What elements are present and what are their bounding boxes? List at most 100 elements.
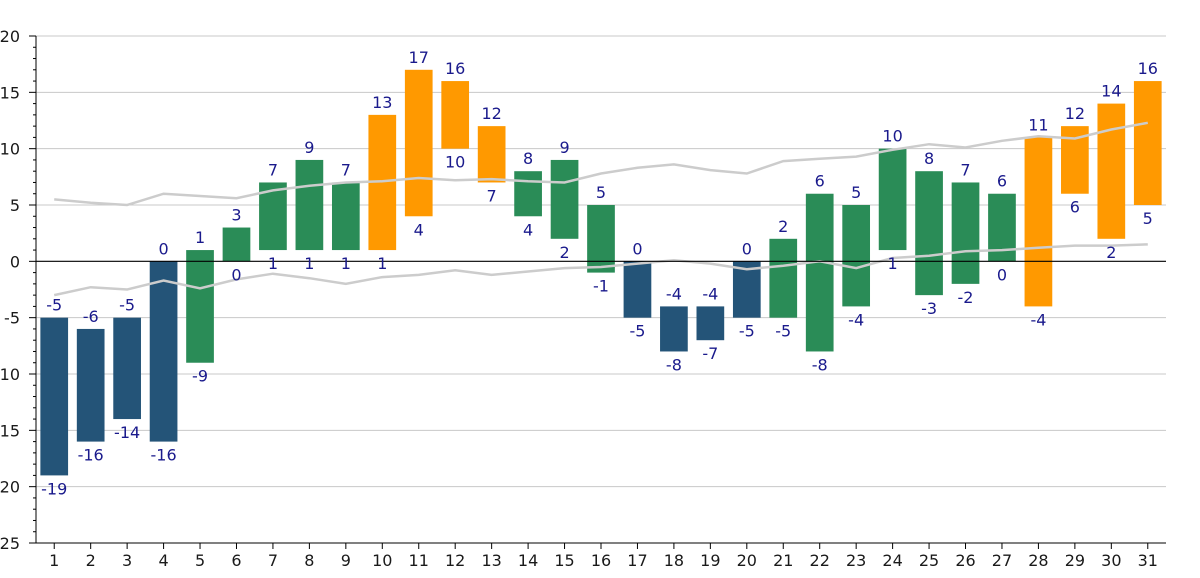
low-label: 7: [487, 186, 497, 205]
low-label: -16: [78, 446, 104, 465]
bar-3: [113, 317, 141, 420]
x-tick-label: 1: [49, 551, 59, 570]
low-label: 4: [414, 220, 424, 239]
bar-28: [1024, 137, 1053, 307]
low-label: 2: [1106, 243, 1116, 262]
high-label: 2: [778, 217, 788, 236]
bar-25: [915, 171, 943, 296]
bar-20: [732, 261, 761, 318]
bar-6: [222, 227, 251, 262]
high-label: 7: [268, 160, 278, 179]
x-tick-label: 4: [158, 551, 168, 570]
x-tick-label: 16: [591, 551, 611, 570]
high-label: 3: [231, 206, 241, 225]
high-label: 8: [924, 149, 934, 168]
bar-17: [623, 261, 652, 318]
high-label: 1: [195, 228, 205, 247]
x-tick-label: 26: [955, 551, 975, 570]
lower-normal-line: [53, 243, 1148, 297]
y-tick-label: -25: [0, 534, 20, 553]
y-tick-label: -20: [0, 478, 20, 497]
bar-12: [441, 81, 470, 149]
high-label: 12: [481, 104, 501, 123]
low-label: -4: [848, 310, 864, 329]
low-label: -7: [702, 344, 718, 363]
x-tick-label: 27: [992, 551, 1012, 570]
low-label: 0: [997, 265, 1007, 284]
high-label: 5: [851, 183, 861, 202]
low-label: 2: [559, 243, 569, 262]
x-tick-label: 17: [627, 551, 647, 570]
y-tick-label: -15: [0, 421, 20, 440]
x-tick-label: 7: [268, 551, 278, 570]
x-tick-label: 29: [1065, 551, 1085, 570]
high-label: 12: [1065, 104, 1085, 123]
high-label: 11: [1028, 115, 1048, 134]
high-label: 0: [742, 239, 752, 258]
low-label: 6: [1070, 198, 1080, 217]
x-tick-label: 19: [700, 551, 720, 570]
x-tick-label: 14: [518, 551, 538, 570]
high-label: 7: [341, 160, 351, 179]
x-tick-label: 25: [919, 551, 939, 570]
high-label: -5: [119, 296, 135, 315]
low-label: -8: [666, 355, 682, 374]
bar-14: [514, 171, 542, 217]
high-label: -5: [46, 296, 62, 315]
bar-23: [842, 205, 871, 307]
low-label: -3: [921, 299, 937, 318]
x-tick-label: 22: [810, 551, 830, 570]
high-label: 7: [960, 160, 970, 179]
low-label: -4: [1030, 310, 1046, 329]
x-tick-label: 24: [882, 551, 902, 570]
y-tick-label: 10: [0, 140, 20, 159]
high-label: 17: [409, 48, 429, 67]
x-tick-label: 11: [409, 551, 429, 570]
bar-8: [295, 159, 324, 251]
x-tick-label: 23: [846, 551, 866, 570]
high-label: 13: [372, 93, 392, 112]
high-label: 14: [1101, 82, 1121, 101]
bar-18: [660, 306, 688, 352]
x-tick-label: 20: [737, 551, 757, 570]
low-label: -2: [958, 288, 974, 307]
low-label: 5: [1143, 209, 1153, 228]
low-label: -8: [812, 355, 828, 374]
x-axis: 1 2 3 4 5 6 7 8 9 10 11 12 13 14 15 16 17 18 19 20 21 22 23 24 2…: [36, 542, 1166, 570]
y-axis: -25 -20 -15 -10 -5 0 5 10 15 20: [0, 27, 37, 553]
low-label: 0: [231, 265, 241, 284]
x-tick-label: 5: [195, 551, 205, 570]
high-label: 16: [445, 59, 465, 78]
low-label: -9: [192, 367, 208, 386]
high-label: 9: [304, 138, 314, 157]
bar-19: [696, 306, 725, 341]
x-tick-label: 12: [445, 551, 465, 570]
low-label: -5: [739, 322, 755, 341]
x-tick-label: 9: [341, 551, 351, 570]
y-tick-label: -10: [0, 365, 20, 384]
high-label: 6: [815, 172, 825, 191]
low-label: -16: [151, 446, 177, 465]
bar-30: [1097, 103, 1126, 239]
bar-1: [40, 317, 69, 476]
bar-7: [259, 182, 287, 251]
low-label: 10: [445, 153, 465, 172]
high-label: -4: [702, 284, 718, 303]
bar-13: [477, 126, 506, 183]
x-tick-label: 8: [304, 551, 314, 570]
x-tick-label: 28: [1028, 551, 1048, 570]
bar-15: [550, 159, 579, 239]
low-label: -14: [114, 423, 140, 442]
low-label: -5: [629, 322, 645, 341]
x-tick-label: 21: [773, 551, 793, 570]
high-label: 5: [596, 183, 606, 202]
x-tick-label: 3: [122, 551, 132, 570]
bar-9: [331, 182, 360, 251]
x-tick-label: 30: [1101, 551, 1121, 570]
upper-normal-line: [54, 121, 1149, 207]
high-label: 8: [523, 149, 533, 168]
data-labels: -5-19-6-16-5-140-161-9307191711311741610…: [41, 48, 1158, 499]
high-label: 0: [632, 239, 642, 258]
bar-4: [149, 261, 178, 442]
